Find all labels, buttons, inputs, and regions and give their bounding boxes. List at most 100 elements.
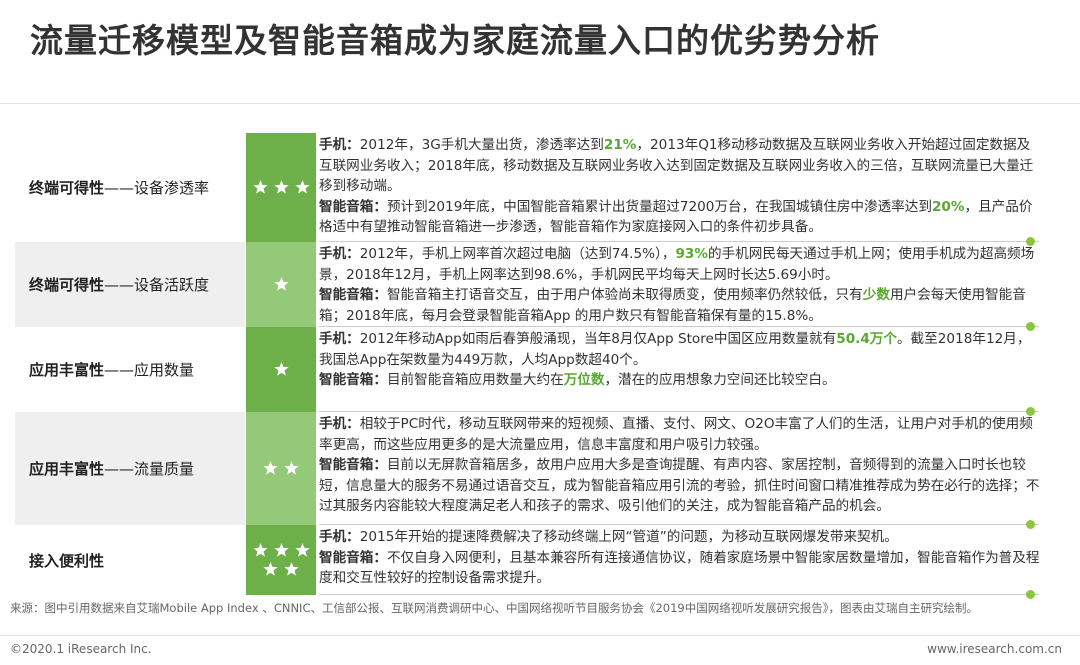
star (252, 180, 268, 194)
rating (246, 412, 316, 525)
star-shape (273, 277, 289, 291)
rule-dot (1026, 590, 1035, 599)
star (273, 180, 289, 194)
row-rule (319, 520, 1039, 529)
row-rule (319, 407, 1039, 416)
paragraph: 智能音箱：目前以无屏款音箱居多，故用户应用大多是查询提醒、有声内容、家居控制，音… (319, 455, 1041, 517)
label-sub: ——流量质量 (104, 460, 195, 478)
rating (246, 525, 316, 595)
text-run: 用户会每天使用智能音箱；2018年底，每月会登录智能音箱App 的用户数只有智能… (319, 287, 1026, 324)
table-row: 接入便利性 手机：2015年开始的提速降费解决了移动终端上网“管道”的问题，为移动… (15, 525, 1045, 599)
text-run: 万位数 (563, 372, 605, 388)
star (284, 562, 299, 576)
star-shape (263, 562, 278, 576)
star (273, 277, 289, 291)
text-run: 手机： (319, 331, 360, 347)
label-main: 应用丰富性 (29, 460, 105, 478)
star (294, 180, 310, 194)
label-sub: ——设备渗透率 (104, 179, 210, 197)
text-run: 目前以无屏款音箱居多，故用户应用大多是查询提醒、有声内容、家居控制，音频得到的流… (319, 457, 1040, 514)
text-run: 手机： (319, 246, 360, 262)
text-run: 智能音箱： (319, 457, 387, 473)
rating (246, 242, 316, 327)
paragraph: 手机：2012年，手机上网率首次超过电脑（达到74.5%），93%的手机网民每天… (319, 244, 1041, 285)
rating (246, 327, 316, 412)
table-row: 应用丰富性 ——流量质量 手机：相较于PC时代，移动互联网带来的短视频、直播、支付、… (15, 412, 1045, 529)
row-content: 手机：2012年，3G手机大量出货，渗透率达到21%，2013年Q1移动移动数据… (319, 135, 1041, 238)
table-row: 终端可得性 ——设备渗透率 手机：2012年，3G手机大量出货，渗透率达到21%，2… (15, 133, 1045, 246)
label-main: 应用丰富性 (29, 361, 105, 379)
text-run: 。截至2018年12月，我国总App在架数量为449万款，人均App数超40个。 (319, 331, 1031, 368)
label-main: 终端可得性 (29, 276, 105, 294)
paragraph: 手机：2012年，3G手机大量出货，渗透率达到21%，2013年Q1移动移动数据… (319, 135, 1041, 197)
star-shape (294, 543, 310, 557)
row-label: 终端可得性 ——设备渗透率 (15, 133, 245, 242)
table-row: 应用丰富性 ——应用数量 手机：2012年移动App如雨后春笋般涌现，当年8月仅Ap… (15, 327, 1045, 416)
text-run: 的手机网民每天通过手机上网；使用手机成为超高频场景，2018年12月，手机上网率… (319, 246, 1035, 283)
text-run: 2012年移动App如雨后春笋般涌现，当年8月仅App Store中国区应用数量… (359, 331, 837, 347)
rating (246, 133, 316, 242)
star-shape (273, 362, 289, 376)
text-run: 手机： (319, 529, 360, 545)
paragraph: 智能音箱：不仅自身入网便利，且基本兼容所有连接通信协议，随着家庭场景中智能家居数… (319, 548, 1041, 589)
text-run: 少数 (862, 287, 890, 303)
star (263, 461, 278, 475)
paragraph: 手机：相较于PC时代，移动互联网带来的短视频、直播、支付、网文、O2O丰富了人们… (319, 414, 1041, 455)
row-label: 终端可得性 ——设备活跃度 (15, 242, 245, 327)
table-row: 终端可得性 ——设备活跃度 手机：2012年，手机上网率首次超过电脑（达到74.5%… (15, 242, 1045, 331)
star-shape (284, 461, 299, 475)
star-shape (273, 180, 289, 194)
star (284, 461, 299, 475)
text-run: 智能音箱： (319, 549, 387, 566)
text-run: 智能音箱： (319, 198, 387, 215)
star (294, 543, 310, 557)
text-run: 21% (603, 137, 637, 153)
text-run: ，且产品价格适中有望推动智能音箱进一步渗透，智能音箱作为家庭接网入口的条件初步具… (319, 198, 1033, 236)
text-run: 20% (931, 198, 965, 215)
star (263, 562, 278, 576)
star-shape (294, 180, 310, 194)
row-label: 应用丰富性 ——应用数量 (15, 327, 245, 412)
text-run: 相较于PC时代，移动互联网带来的短视频、直播、支付、网文、O2O丰富了人们的生活… (319, 416, 1033, 453)
row-content: 手机：相较于PC时代，移动互联网带来的短视频、直播、支付、网文、O2O丰富了人们… (319, 414, 1041, 517)
separator (0, 103, 1080, 104)
row-label: 应用丰富性 ——流量质量 (15, 412, 245, 525)
star-shape (263, 461, 278, 475)
row-content: 手机：2012年移动App如雨后春笋般涌现，当年8月仅App Store中国区应… (319, 329, 1041, 391)
paragraph: 手机：2012年移动App如雨后春笋般涌现，当年8月仅App Store中国区应… (319, 329, 1041, 370)
text-run: 智能音箱： (319, 372, 387, 388)
text-run: 2015年开始的提速降费解决了移动终端上网“管道”的问题，为移动互联网爆发带来契… (359, 529, 898, 545)
text-run: 目前智能音箱应用数量大约在 (386, 372, 564, 388)
paragraph: 智能音箱：预计到2019年底，中国智能音箱累计出货量超过7200万台，在我国城镇… (319, 197, 1041, 238)
paragraph: 智能音箱：智能音箱主打语音交互，由于用户体验尚未取得质变，使用频率仍然较低，只有… (319, 285, 1041, 326)
star (273, 362, 289, 376)
row-content: 手机：2012年，手机上网率首次超过电脑（达到74.5%），93%的手机网民每天… (319, 244, 1041, 326)
text-run: 93% (675, 246, 708, 262)
row-label: 接入便利性 (15, 525, 245, 595)
text-run: 不仅自身入网便利，且基本兼容所有连接通信协议，随着家庭场景中智能家居数量增加，智… (319, 549, 1040, 587)
text-run: ，2013年Q1移动移动数据及互联网业务收入开始超过固定数据及互联网业务收入；2… (319, 137, 1034, 194)
label-main: 终端可得性 (29, 179, 105, 197)
text-run: ，潜在的应用想象力空间还比较空白。 (604, 372, 836, 388)
rule-dot (1026, 520, 1035, 529)
star-shape (252, 543, 268, 557)
star (252, 543, 268, 557)
text-run: 智能音箱： (319, 287, 387, 303)
text-run: 50.4万个 (836, 331, 897, 347)
label-sub: ——应用数量 (104, 361, 195, 379)
footer-line (0, 635, 1080, 636)
label-main: 接入便利性 (29, 551, 105, 570)
star-shape (284, 562, 299, 576)
row-rule (319, 237, 1039, 246)
row-content: 手机：2015年开始的提速降费解决了移动终端上网“管道”的问题，为移动互联网爆发… (319, 527, 1041, 589)
text-run: 智能音箱主打语音交互，由于用户体验尚未取得质变，使用频率仍然较低，只有 (386, 287, 863, 303)
label-sub: ——设备活跃度 (104, 276, 210, 294)
rule-dot (1026, 407, 1035, 416)
text-run: 2012年，手机上网率首次超过电脑（达到74.5%）， (359, 246, 676, 262)
source-note: 来源：图中引用数据来自艾瑞Mobile App Index 、CNNIC、工信部… (10, 601, 978, 615)
text-run: 手机： (319, 137, 360, 153)
rule-dot (1026, 237, 1035, 246)
copyright: ©2020.1 iResearch Inc. (10, 642, 152, 656)
rule-dot (1026, 322, 1035, 331)
